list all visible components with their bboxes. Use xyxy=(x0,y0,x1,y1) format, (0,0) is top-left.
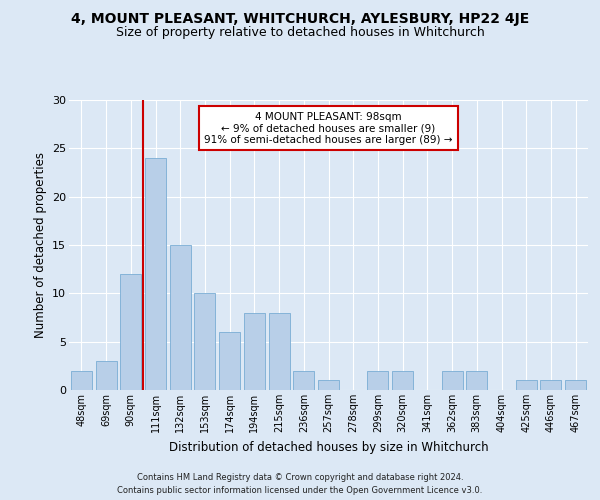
Text: 4, MOUNT PLEASANT, WHITCHURCH, AYLESBURY, HP22 4JE: 4, MOUNT PLEASANT, WHITCHURCH, AYLESBURY… xyxy=(71,12,529,26)
Bar xyxy=(541,380,562,390)
Bar xyxy=(71,370,92,390)
X-axis label: Distribution of detached houses by size in Whitchurch: Distribution of detached houses by size … xyxy=(169,440,488,454)
Bar xyxy=(170,245,191,390)
Y-axis label: Number of detached properties: Number of detached properties xyxy=(34,152,47,338)
Text: Size of property relative to detached houses in Whitchurch: Size of property relative to detached ho… xyxy=(116,26,484,39)
Bar xyxy=(565,380,586,390)
Bar xyxy=(145,158,166,390)
Bar xyxy=(120,274,141,390)
Bar xyxy=(293,370,314,390)
Bar xyxy=(442,370,463,390)
Bar xyxy=(516,380,537,390)
Bar xyxy=(244,312,265,390)
Bar xyxy=(219,332,240,390)
Bar xyxy=(194,294,215,390)
Bar xyxy=(95,361,116,390)
Text: Contains HM Land Registry data © Crown copyright and database right 2024.: Contains HM Land Registry data © Crown c… xyxy=(137,472,463,482)
Text: Contains public sector information licensed under the Open Government Licence v3: Contains public sector information licen… xyxy=(118,486,482,495)
Bar xyxy=(392,370,413,390)
Bar xyxy=(466,370,487,390)
Bar xyxy=(318,380,339,390)
Text: 4 MOUNT PLEASANT: 98sqm
← 9% of detached houses are smaller (9)
91% of semi-deta: 4 MOUNT PLEASANT: 98sqm ← 9% of detached… xyxy=(204,112,453,145)
Bar xyxy=(367,370,388,390)
Bar xyxy=(269,312,290,390)
